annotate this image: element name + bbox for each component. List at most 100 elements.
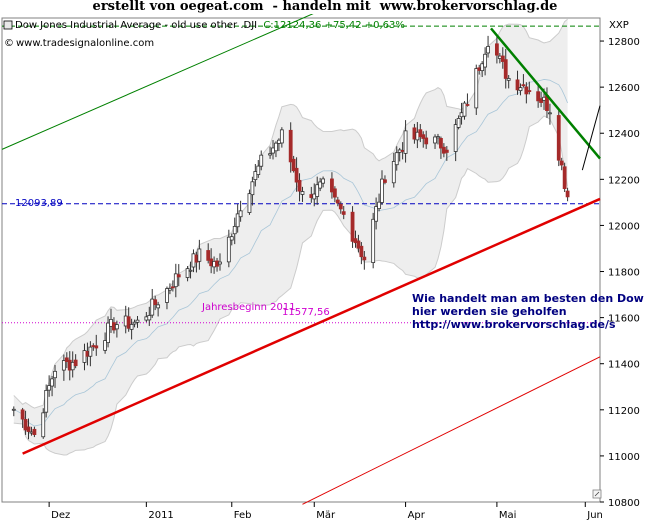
support-line [22,197,601,455]
candle-body [256,165,261,176]
candlestick-chart: 12800 12600 12400 12200 12000 11800 11600 11400… [1,3,644,521]
lower-channel-line [302,356,601,505]
candle-body [188,269,193,272]
band-upper [13,18,568,409]
candle-body [394,152,399,166]
series-name: Dow Jones Industrial Average - old use o… [15,20,257,31]
candle-body [268,153,272,156]
candle-body [226,236,231,263]
candle-body [73,359,78,367]
candle-body [26,426,31,432]
candle-body [47,385,52,391]
band-lower [13,115,569,456]
candle-body [156,304,161,309]
candle-body [232,225,237,235]
candle-body [486,46,490,54]
y-tick-label: 10800 [608,498,640,509]
candle-body [374,206,379,222]
ad-line-3: http://www.brokervorschlag.de/s [412,318,616,331]
candle-body [114,324,119,330]
chart-labels: Dow Jones Industrial Average - old use o… [3,20,644,331]
bollinger-band [13,18,569,456]
annotation-jahresbeginn: Jahresbeginn 2011 [201,302,296,313]
candle-body [253,171,258,181]
x-tick-label: Mär [316,510,336,520]
candle-body [53,370,57,379]
candle-body [238,210,243,218]
candle-body [483,53,488,68]
candle-body [380,178,384,203]
candle-body [565,190,570,198]
candle-body [147,315,152,321]
resize-handle[interactable] [592,489,602,499]
x-tick-label: 2011 [148,510,173,520]
candle-body [50,378,54,387]
candle-body [421,134,426,139]
candle-body [474,68,479,109]
candle-body [88,346,93,357]
chart-frame: 12800 12600 12400 12200 12000 11800 11600 11400… [0,3,650,521]
candle-body [391,161,396,184]
candle-body [503,59,508,79]
candle-body [103,340,108,351]
trend-lines [1,3,601,505]
candle-body [506,78,511,81]
candle-body [197,248,202,262]
candle-body [185,268,190,278]
upper-channel-line [1,3,336,150]
x-tick-label: Dez [51,510,70,520]
candle-body [548,112,552,115]
candle-body [23,419,28,431]
candle-body [515,79,520,91]
candle-body [168,288,172,291]
series-title: Dow Jones Industrial Average - old use o… [15,20,405,31]
candle-body [318,181,323,189]
moving-average [13,79,568,427]
candle-body [403,130,408,154]
candle-body [521,84,526,87]
y-tick-label: 12800 [608,37,640,48]
candle-body [294,167,299,183]
y-tick-label: 11000 [608,452,640,463]
candle-body [170,286,175,289]
candles [11,35,570,440]
candle-body [300,191,305,195]
candle-body [150,298,155,316]
x-axis: Dez 2011 Feb Mär Apr Mai Jun [48,502,603,521]
price-label-12093: 12093,89 [15,198,63,209]
y-axis: 12800 12600 12400 12200 12000 11800 11600 11400… [600,37,640,509]
price-label-11577: 11577,56 [282,307,330,318]
candle-body [527,90,532,92]
candle-body [315,184,320,197]
candle-body [362,256,367,261]
y-tick-label: 11200 [608,406,640,417]
y-tick-label: 11400 [608,360,640,371]
legend-square [3,20,13,30]
candle-body [350,211,355,242]
candle-body [279,129,284,144]
candle-body [94,345,99,349]
candle-body [500,55,505,62]
candle-body [338,203,343,210]
candle-body [297,179,302,192]
y-tick-label: 11800 [608,268,640,279]
arrow-line [581,105,601,171]
y-tick-label: 12200 [608,175,640,186]
candle-body [439,137,443,149]
candle-body [235,213,240,228]
x-tick-label: Apr [408,510,426,520]
candle-body [456,118,461,128]
candle-body [20,409,25,420]
y-tick-label: 12600 [608,83,640,94]
candle-body [494,43,499,56]
y-tick-label: 12000 [608,221,640,232]
candle-body [32,428,37,435]
candle-body [61,360,66,371]
candle-body [465,104,470,106]
candle-body [418,129,423,138]
candle-body [383,179,387,183]
candle-body [371,218,376,263]
candle-body [41,412,46,438]
candle-body [247,193,252,213]
candle-body [44,389,49,413]
